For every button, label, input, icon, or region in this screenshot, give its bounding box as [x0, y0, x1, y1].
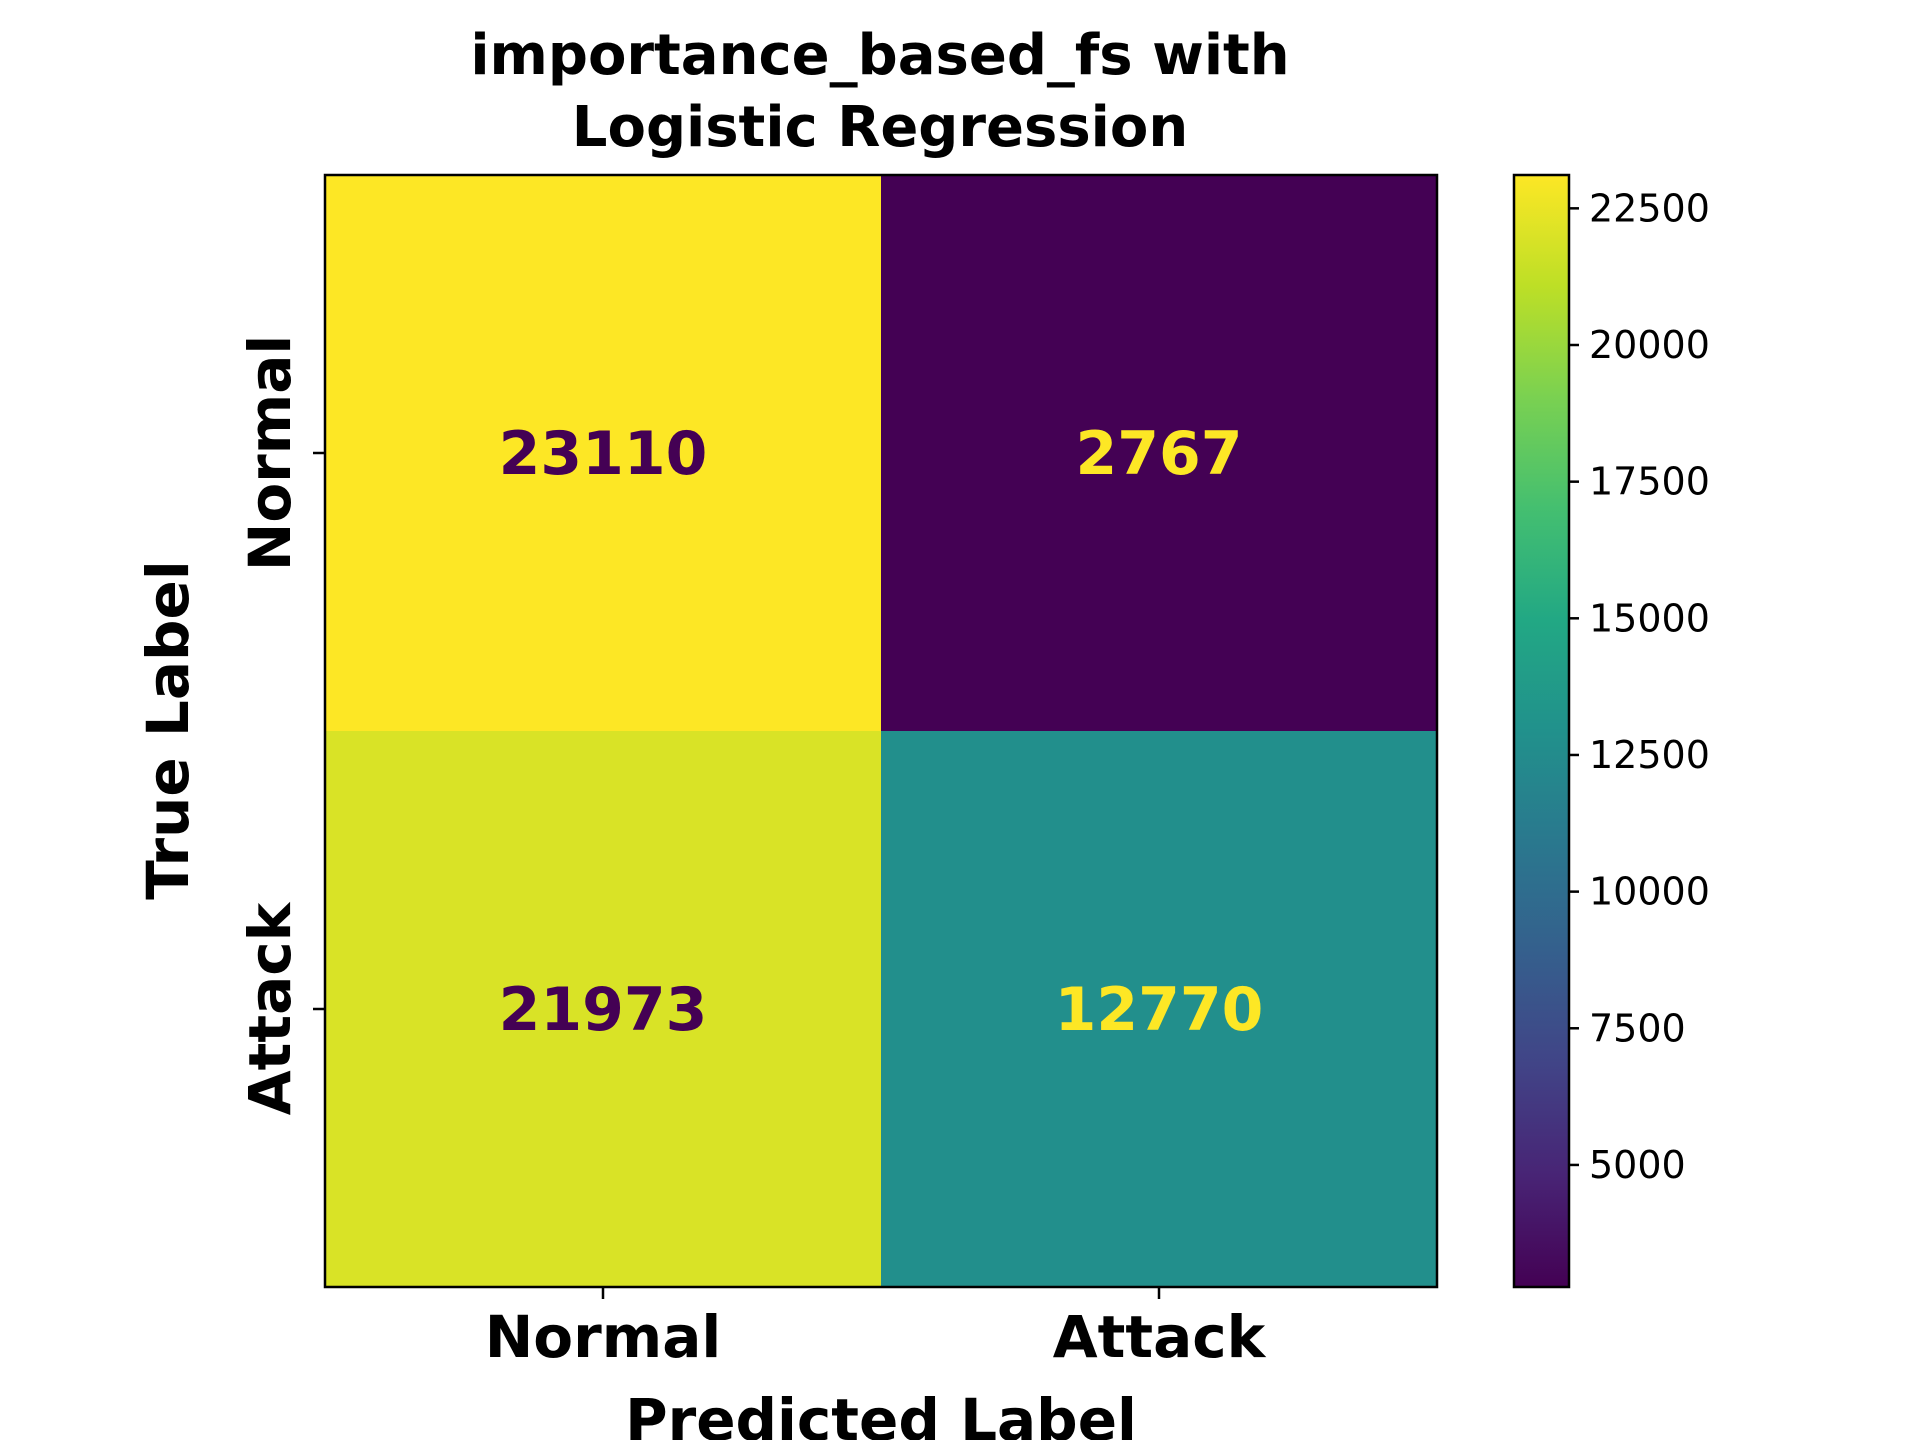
y-axis-ticks: Normal Attack	[236, 335, 325, 1115]
x-tick-label: Attack	[1053, 1303, 1267, 1371]
heatmap-cell	[325, 731, 882, 1288]
x-axis-label: Predicted Label	[625, 1386, 1137, 1440]
heatmap-cell	[881, 175, 1438, 732]
colorbar-tick-label: 10000	[1589, 870, 1710, 914]
colorbar-tick-label: 7500	[1589, 1006, 1686, 1050]
cell-value-label: 12770	[1055, 975, 1264, 1045]
chart-title-line-2: Logistic Regression	[572, 95, 1188, 160]
chart-title-line-1: importance_based_fs with	[470, 23, 1289, 88]
colorbar-tick-label: 22500	[1589, 186, 1710, 230]
colorbar-tick-label: 15000	[1589, 596, 1710, 640]
x-axis-ticks: Normal Attack	[485, 1287, 1267, 1371]
cell-value-label: 2767	[1076, 419, 1243, 489]
heatmap-cell	[881, 731, 1438, 1288]
heatmap-cell	[325, 175, 882, 732]
cell-value-label: 21973	[499, 975, 708, 1045]
colorbar-ticks: 5000 7500 10000 12500 15000 17500 20000 22500	[1569, 186, 1710, 1187]
cell-value-label: 23110	[499, 419, 708, 489]
colorbar-tick-label: 5000	[1589, 1143, 1686, 1187]
heatmap-cell-labels: 23110 2767 21973 12770	[499, 419, 1264, 1045]
y-axis-label: True Label	[134, 560, 202, 899]
colorbar-tick-label: 12500	[1589, 733, 1710, 777]
colorbar	[1512, 173, 1571, 1289]
y-tick-label: Normal	[236, 335, 304, 571]
x-tick-label: Normal	[485, 1303, 721, 1371]
y-tick-label: Attack	[236, 901, 304, 1115]
plot-frame	[323, 173, 1439, 1289]
colorbar-tick-label: 20000	[1589, 323, 1710, 367]
heatmap-cells	[325, 175, 1438, 1288]
colorbar-tick-label: 17500	[1589, 460, 1710, 504]
